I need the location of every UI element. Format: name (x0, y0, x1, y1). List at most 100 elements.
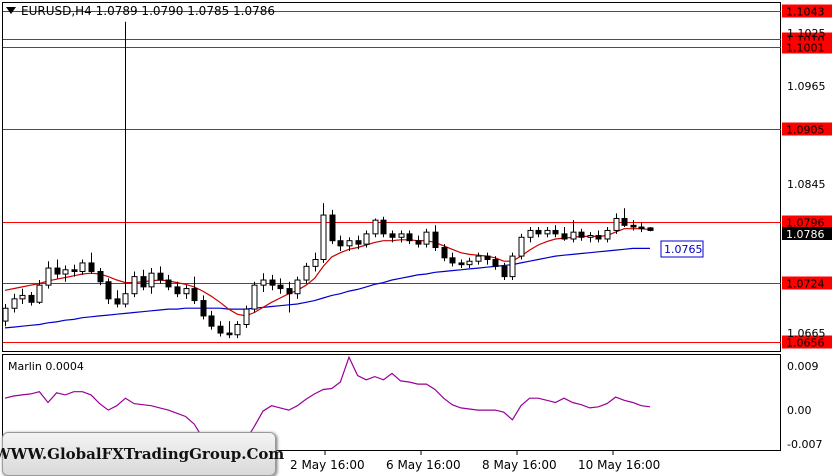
candle (432, 225, 439, 251)
candles (2, 21, 654, 339)
candle-body-up (251, 284, 258, 310)
candle-body-up (79, 262, 86, 272)
candle (243, 305, 250, 328)
slow-ma-line (4, 247, 650, 329)
candle (251, 281, 258, 313)
candle-body-down (492, 259, 499, 267)
candle (355, 235, 362, 250)
level-label-box (782, 276, 832, 290)
candle (62, 265, 69, 282)
price-tick-label: 1.0665 (787, 327, 826, 340)
candle (415, 235, 422, 248)
candle (97, 268, 104, 286)
candle (484, 252, 491, 265)
candle-body-up (363, 233, 370, 245)
candle-body-down (269, 279, 276, 286)
level-label: 1.0905 (786, 124, 825, 137)
candle (174, 281, 181, 298)
candle-body-down (54, 267, 61, 275)
level-label-box (782, 215, 832, 229)
candle-body-down (337, 240, 344, 247)
candle (501, 262, 508, 281)
candle-body-up (604, 229, 611, 240)
candle (406, 230, 413, 245)
candle-body-down (226, 332, 233, 336)
candle-body-up (2, 307, 9, 322)
candle-body-up (303, 265, 310, 281)
price-tick-label: 1.0845 (787, 178, 826, 191)
candle (527, 227, 534, 243)
candle (320, 203, 327, 263)
candle-body-down (191, 288, 198, 302)
candle (148, 268, 155, 294)
candle (105, 278, 112, 304)
candle-body-down (277, 284, 284, 290)
candle (2, 303, 9, 327)
time-label: 10 May 16:00 (578, 458, 660, 472)
level-label: 1.0796 (786, 217, 825, 230)
candle-body-down (432, 231, 439, 249)
marlin-line (4, 355, 651, 455)
candle (604, 227, 611, 243)
candle-body-up (346, 240, 353, 247)
candle (208, 310, 215, 330)
candle (372, 218, 379, 238)
level-label-box (782, 122, 832, 136)
candle-body-down (71, 269, 78, 272)
candle-body-up (148, 272, 155, 288)
candle (36, 280, 43, 304)
candle (234, 321, 241, 339)
candle (346, 237, 353, 251)
candle-body-up (587, 235, 594, 238)
time-label: 2 May 16:00 (290, 458, 365, 472)
candle-body-down (105, 281, 112, 300)
candle (260, 273, 267, 293)
chart-menu-triangle-icon[interactable] (6, 7, 16, 14)
level-label: 1.0724 (786, 278, 825, 291)
candle (552, 225, 559, 238)
candle-body-down (630, 224, 637, 228)
candle-body-up (398, 233, 405, 238)
candle-body-down (484, 255, 491, 261)
indicator-label: Marlin 0.0004 (8, 360, 84, 373)
level-label: 1.0656 (786, 337, 825, 350)
candle-body-up (466, 260, 473, 266)
price-axis: 1.1025 1.0965 1.0845 1.0665 1.0786 0.009… (782, 27, 832, 451)
candle-body-down (355, 240, 362, 245)
candle-body-down (114, 298, 121, 305)
candle-body-up (312, 259, 319, 267)
candle (595, 230, 602, 243)
candle (509, 252, 516, 281)
price-tick-label: 1.1025 (787, 27, 826, 40)
indicator-pane-frame (2, 354, 781, 451)
candle (294, 276, 301, 299)
candle-body-up (320, 214, 327, 261)
candle (131, 271, 138, 298)
candle-body-up (613, 217, 620, 231)
candle (217, 321, 224, 337)
candle (398, 230, 405, 243)
candle-body-down (578, 231, 585, 238)
candle (475, 252, 482, 265)
candle-body-down (561, 233, 568, 240)
candle-body-down (458, 262, 465, 266)
candle (191, 276, 198, 304)
candle-body-up (518, 236, 525, 257)
candle (71, 264, 78, 277)
candle-body-down (638, 226, 645, 230)
candle-body-down (329, 214, 336, 242)
candle-body-up (372, 219, 379, 235)
chart-title: EURUSD,H4 1.0789 1.0790 1.0785 1.0786 (6, 4, 275, 18)
candle-body-down (174, 286, 181, 295)
candle-body-up (423, 231, 430, 245)
candle-body-down (165, 279, 172, 288)
candle (613, 213, 620, 234)
candle (466, 257, 473, 269)
candle (570, 220, 577, 243)
candle (621, 208, 628, 228)
candle (122, 21, 129, 308)
candle-body-down (501, 265, 508, 278)
price-tick-label: 1.0965 (787, 80, 826, 93)
candle-body-down (97, 270, 104, 283)
